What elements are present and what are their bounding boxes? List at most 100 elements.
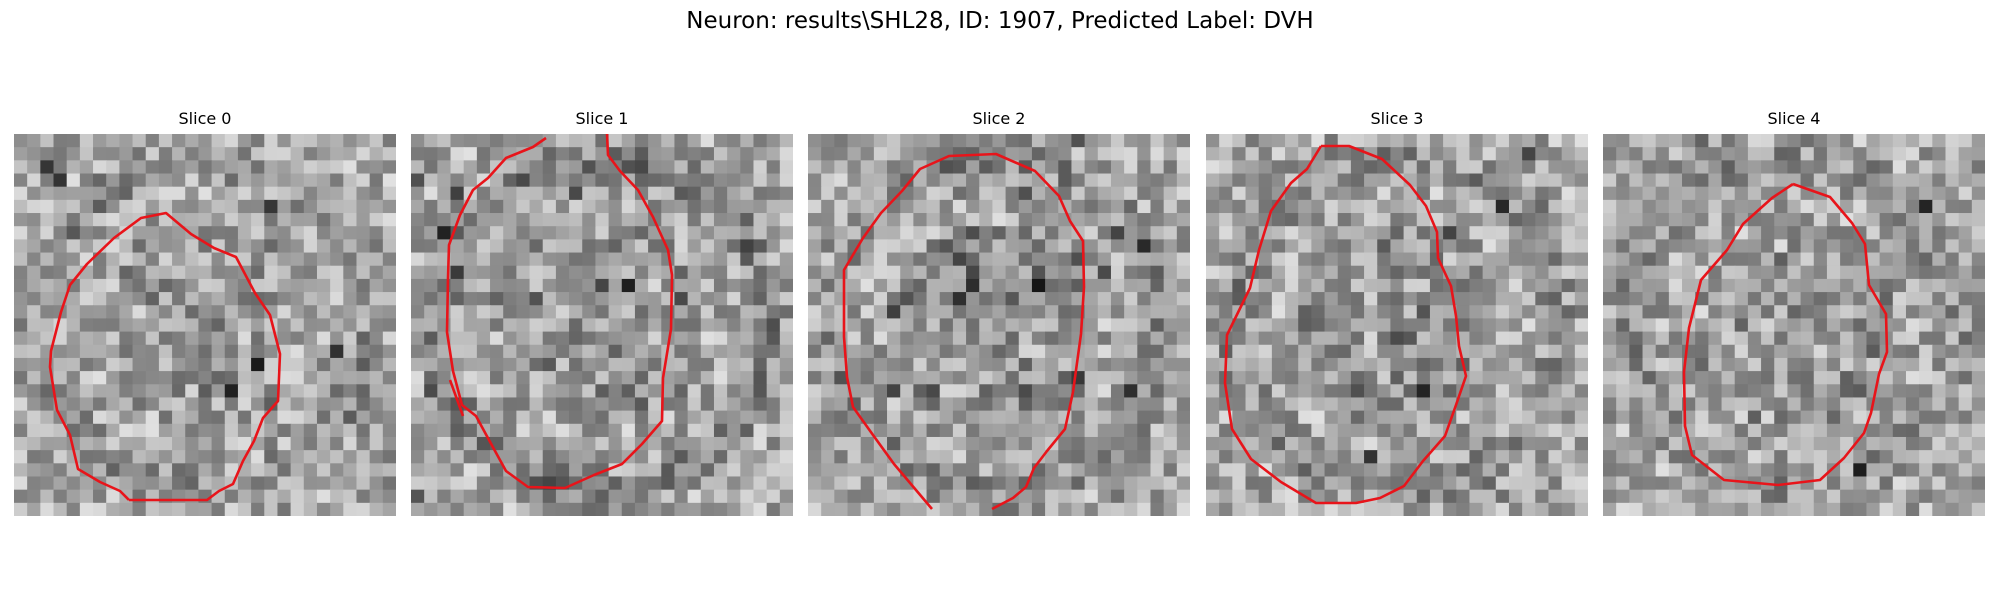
image-pixel xyxy=(1031,489,1046,504)
image-pixel xyxy=(1110,173,1125,188)
image-pixel xyxy=(582,357,597,372)
image-pixel xyxy=(1176,213,1190,227)
image-pixel xyxy=(661,384,676,399)
image-pixel xyxy=(939,423,954,438)
image-pixel xyxy=(847,305,862,320)
image-pixel xyxy=(411,476,425,491)
image-pixel xyxy=(1285,423,1299,438)
image-pixel xyxy=(316,160,331,175)
image-pixel xyxy=(251,384,265,399)
image-pixel xyxy=(979,134,994,148)
image-pixel xyxy=(145,252,160,267)
image-pixel xyxy=(648,147,662,161)
image-pixel xyxy=(1084,239,1099,254)
image-pixel xyxy=(1124,476,1138,491)
image-pixel xyxy=(1469,199,1484,214)
image-pixel xyxy=(463,252,478,267)
image-pixel xyxy=(727,436,741,451)
image-pixel xyxy=(198,331,213,346)
image-pixel xyxy=(1443,384,1457,399)
image-pixel xyxy=(926,147,941,161)
image-pixel xyxy=(145,305,160,320)
image-pixel xyxy=(555,186,570,201)
image-pixel xyxy=(1377,305,1392,320)
image-pixel xyxy=(172,436,186,451)
image-pixel xyxy=(1840,502,1854,516)
image-pixel xyxy=(900,423,914,438)
image-pixel xyxy=(237,305,252,320)
image-pixel xyxy=(1097,384,1112,399)
image-pixel xyxy=(303,357,318,372)
image-pixel xyxy=(1826,134,1841,148)
image-pixel xyxy=(992,213,1007,227)
image-pixel xyxy=(1892,410,1907,425)
image-pixel xyxy=(411,305,425,320)
image-pixel xyxy=(1695,292,1709,306)
image-pixel xyxy=(1219,252,1233,267)
image-pixel xyxy=(992,134,1007,148)
image-pixel xyxy=(93,463,107,478)
image-pixel xyxy=(873,331,888,346)
image-pixel xyxy=(1840,160,1854,175)
image-pixel xyxy=(740,213,755,227)
image-pixel xyxy=(516,160,531,175)
image-pixel xyxy=(158,305,173,320)
image-pixel xyxy=(1163,199,1178,214)
image-pixel xyxy=(1110,384,1125,399)
image-pixel xyxy=(542,331,557,346)
image-pixel xyxy=(1206,476,1220,491)
image-pixel xyxy=(1840,305,1854,320)
image-pixel xyxy=(1774,278,1789,293)
image-pixel xyxy=(14,160,28,175)
image-pixel xyxy=(237,476,252,491)
image-pixel xyxy=(1005,371,1020,385)
image-pixel xyxy=(952,436,967,451)
image-pixel xyxy=(674,331,689,346)
image-pixel xyxy=(992,410,1007,425)
image-pixel xyxy=(687,371,702,385)
image-pixel xyxy=(172,305,186,320)
image-pixel xyxy=(873,463,888,478)
image-pixel xyxy=(251,213,265,227)
image-pixel xyxy=(966,384,980,399)
image-pixel xyxy=(251,371,265,385)
image-pixel xyxy=(939,199,954,214)
image-pixel xyxy=(1350,239,1365,254)
image-pixel xyxy=(1285,186,1299,201)
image-pixel xyxy=(713,252,728,267)
image-pixel xyxy=(303,331,318,346)
image-pixel xyxy=(569,278,583,293)
image-pixel xyxy=(952,134,967,148)
image-pixel xyxy=(66,199,81,214)
image-pixel xyxy=(1285,331,1299,346)
image-pixel xyxy=(1892,252,1907,267)
image-pixel xyxy=(1350,186,1365,201)
image-pixel xyxy=(290,199,305,214)
image-pixel xyxy=(1097,292,1112,306)
image-pixel xyxy=(529,252,544,267)
image-pixel xyxy=(821,265,835,280)
image-pixel xyxy=(66,371,81,385)
image-pixel xyxy=(1603,226,1617,240)
image-pixel xyxy=(172,502,186,516)
image-pixel xyxy=(27,502,41,516)
image-pixel xyxy=(1892,463,1907,478)
image-pixel xyxy=(1403,239,1418,254)
image-pixel xyxy=(1337,226,1352,240)
image-pixel xyxy=(79,331,94,346)
image-pixel xyxy=(53,384,68,399)
image-pixel xyxy=(687,213,702,227)
image-pixel xyxy=(1522,318,1536,333)
image-pixel xyxy=(779,436,793,451)
slice-image-0 xyxy=(14,134,396,516)
image-pixel xyxy=(847,226,862,240)
image-pixel xyxy=(674,239,689,254)
image-pixel xyxy=(1747,147,1762,161)
image-pixel xyxy=(595,502,610,516)
image-pixel xyxy=(1429,450,1444,464)
image-pixel xyxy=(1629,450,1644,464)
image-pixel xyxy=(1826,371,1841,385)
image-pixel xyxy=(450,199,465,214)
image-pixel xyxy=(1245,213,1260,227)
image-pixel xyxy=(1721,305,1736,320)
